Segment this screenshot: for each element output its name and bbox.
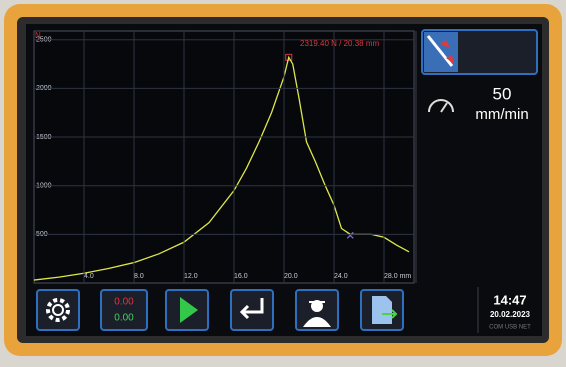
start-button[interactable] [166, 290, 208, 330]
x-tick-label: 8.0 [134, 273, 144, 280]
export-button[interactable] [361, 290, 403, 330]
clock-time: 14:47 [493, 292, 526, 307]
plot-area [34, 31, 414, 283]
button-frame[interactable] [37, 290, 79, 330]
return-button[interactable] [231, 290, 273, 330]
x-tick-label: 20.0 [284, 273, 298, 280]
x-tick-label: 12.0 [184, 273, 198, 280]
annotation: 2319.40 N / 20.38 mm [300, 39, 379, 48]
position-readout: 0.00 [114, 313, 134, 324]
x-tick-label: 24.0 [334, 273, 348, 280]
device-screen: 28.0 mm24.020.016.012.08.04.025002000150… [0, 0, 566, 362]
zero-button[interactable]: 0.00 0.00 [101, 290, 147, 330]
speed-unit: mm/min [475, 106, 528, 123]
clock-date: 20.02.2023 [490, 310, 531, 319]
x-tick-label: 28.0 mm [384, 273, 411, 280]
x-tick-label: 4.0 [84, 273, 94, 280]
tool-button[interactable] [422, 30, 537, 74]
y-axis-label: N [35, 31, 41, 40]
button-frame[interactable] [231, 290, 273, 330]
force-readout: 0.00 [114, 297, 134, 308]
status-bar: COM USB NET [489, 325, 531, 331]
x-tick-label: 16.0 [234, 273, 248, 280]
file-icon [372, 296, 392, 324]
speed-value: 50 [493, 84, 512, 103]
settings-button[interactable] [37, 290, 79, 330]
operator-button[interactable] [296, 290, 338, 330]
